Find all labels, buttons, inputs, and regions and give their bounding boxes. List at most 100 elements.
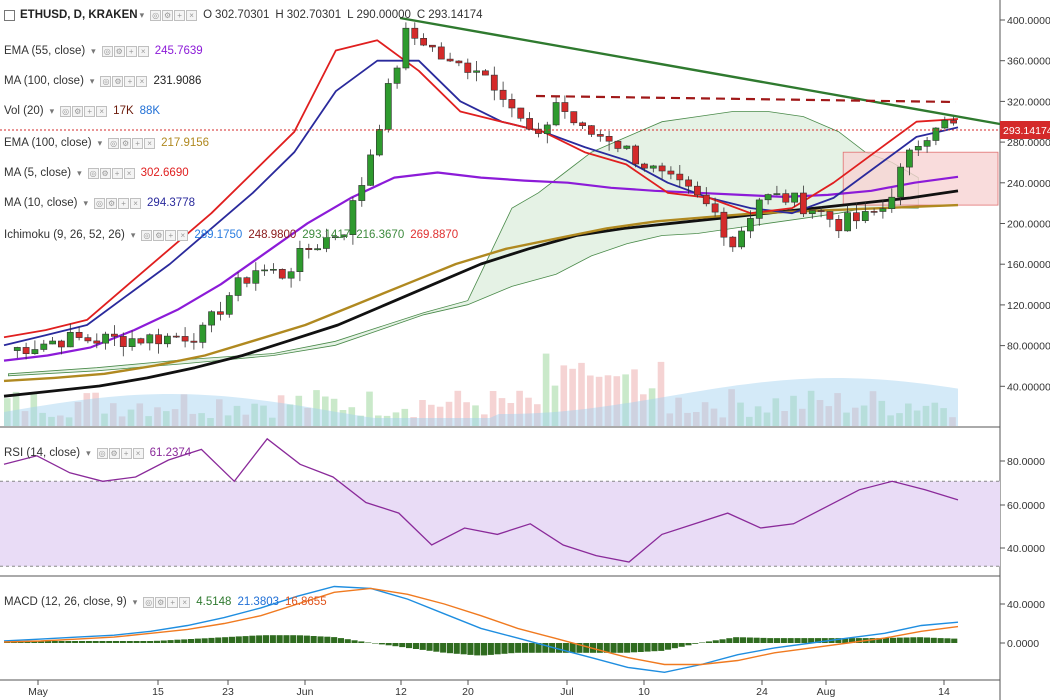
indicator-controls[interactable]: ◎ ⚙ + ×	[100, 75, 148, 87]
time-tick-label: Jul	[560, 686, 573, 698]
volume-bar	[578, 362, 585, 426]
volume-bar	[198, 413, 205, 426]
macd-hist-bar	[324, 636, 331, 643]
volume-bar	[595, 376, 603, 426]
chevron-down-icon[interactable]: ▾	[86, 448, 91, 458]
volume-bar	[887, 415, 894, 426]
indicator-controls[interactable]: ◎ ⚙ + ×	[101, 45, 149, 57]
volume-bar	[392, 412, 400, 426]
volume-bar	[65, 417, 73, 426]
ohlc-key: C	[416, 9, 426, 21]
volume-bar	[746, 416, 753, 426]
macd-hist-bar	[576, 643, 583, 653]
rsi-band	[0, 481, 1000, 567]
macd-hist-bar	[51, 641, 58, 643]
candle-body	[164, 335, 171, 345]
candle-body	[941, 120, 949, 129]
time-tick-label: 24	[756, 686, 768, 698]
candle-body	[199, 324, 207, 343]
candle-body	[764, 194, 772, 201]
candle-body	[217, 311, 224, 315]
candle-body	[897, 166, 904, 198]
indicator-name[interactable]: EMA (55, close)	[4, 45, 86, 57]
symbol-controls[interactable]: ◎ ⚙ + ×	[150, 9, 198, 21]
candle-body	[852, 212, 860, 222]
volume-bar	[74, 401, 82, 426]
macd-hist-bar	[746, 637, 753, 643]
volume-bar	[154, 407, 161, 426]
indicator-controls[interactable]: ◎ ⚙ + ×	[87, 167, 135, 179]
price-tick-label: 360.00000	[1007, 56, 1050, 68]
indicator-name[interactable]: MA (100, close)	[4, 75, 84, 87]
chevron-down-icon[interactable]: ▾	[91, 46, 96, 56]
volume-bar	[816, 400, 824, 426]
volume-bar	[463, 402, 470, 426]
candles	[13, 22, 957, 360]
volume-bar	[48, 416, 55, 426]
chevron-down-icon[interactable]: ▾	[97, 138, 103, 148]
macd-hist-bar	[174, 639, 181, 643]
indicator-name[interactable]: Ichimoku (9, 26, 52, 26)	[4, 229, 125, 241]
indicator-name[interactable]: Vol (20)	[4, 105, 44, 117]
indicator-value: 293.1417	[302, 229, 351, 241]
chevron-down-icon[interactable]: ▾	[77, 168, 82, 178]
macd-hist-bar	[133, 641, 140, 643]
candle-body	[711, 203, 719, 213]
indicator-name[interactable]: MA (10, close)	[4, 197, 78, 209]
control-icon: ×	[144, 137, 156, 149]
candle-body	[349, 200, 357, 236]
chevron-down-icon[interactable]: ▾	[49, 106, 55, 116]
collapse-toggle[interactable]	[4, 9, 15, 21]
candle-body	[146, 334, 154, 344]
volume-bar	[4, 398, 11, 426]
chevron-down-icon[interactable]: ▾	[89, 76, 95, 86]
indicator-name[interactable]: MA (5, close)	[4, 167, 72, 179]
candle-body	[835, 219, 843, 232]
candle-body	[773, 193, 781, 195]
candle-body	[561, 102, 569, 112]
indicator-controls[interactable]: ◎ ⚙ + ×	[141, 229, 189, 241]
volume-bar	[657, 361, 665, 426]
chevron-down-icon[interactable]: ▾	[83, 198, 89, 208]
volume-bar	[383, 415, 391, 426]
candle-body	[746, 218, 754, 232]
chevron-down-icon[interactable]: ▾	[139, 10, 145, 20]
indicator-controls[interactable]: ◎ ⚙ + ×	[108, 137, 156, 149]
chevron-down-icon[interactable]: ▾	[132, 597, 138, 607]
time-tick-label: Jun	[297, 686, 314, 698]
control-icon: +	[165, 229, 177, 241]
macd-hist-bar	[467, 643, 474, 655]
macd-line	[3, 585, 959, 674]
macd-label[interactable]: MACD (12, 26, close, 9)	[4, 596, 127, 608]
candle-body	[190, 340, 198, 343]
candle-body	[128, 338, 136, 348]
macd-hist-bar	[951, 638, 958, 643]
time-tick-label: May	[28, 686, 49, 698]
macd-hist-bar	[849, 638, 856, 643]
rsi-label[interactable]: RSI (14, close)	[4, 447, 81, 459]
symbol-label[interactable]: ETHUSD, D, KRAKEN	[20, 9, 138, 21]
trend-line	[399, 16, 1001, 126]
indicator-name[interactable]: EMA (100, close)	[4, 137, 92, 149]
macd-hist-bar	[712, 640, 719, 643]
macd-hist-bar	[910, 637, 917, 643]
indicator-controls[interactable]: ◎ ⚙ + ×	[94, 197, 142, 209]
macd-hist-bar	[562, 643, 569, 653]
indicator-controls[interactable]: ◎ ⚙ + ×	[60, 105, 108, 117]
macd-controls[interactable]: ◎ ⚙ + ×	[143, 596, 191, 608]
candle-body	[181, 336, 189, 342]
rsi-controls[interactable]: ◎ ⚙ + ×	[96, 447, 144, 459]
volume-bar	[436, 406, 444, 426]
candle-body	[367, 154, 374, 186]
macd-hist-bar	[433, 643, 440, 652]
candle-body	[667, 170, 675, 175]
candle-body	[799, 192, 807, 215]
ohlc-key: O	[203, 9, 213, 21]
ma-line	[3, 39, 959, 339]
chevron-down-icon[interactable]: ▾	[130, 230, 136, 240]
macd-hist-bar	[739, 637, 746, 643]
ohlc-values: O 302.70301 H 302.70301 L 290.00000 C 293.14174	[203, 6, 488, 24]
volume-bar	[366, 391, 373, 426]
candle-body	[614, 140, 622, 149]
